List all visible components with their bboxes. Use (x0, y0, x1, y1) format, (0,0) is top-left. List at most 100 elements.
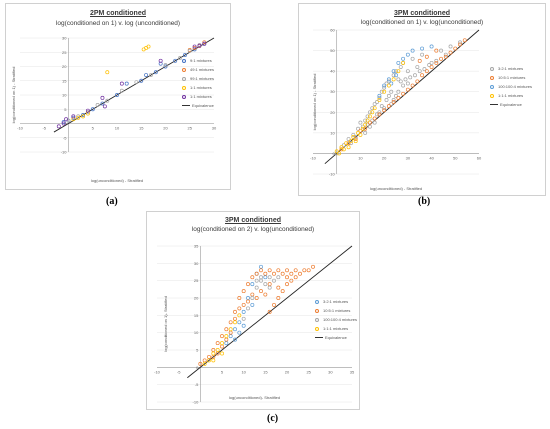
data-point (372, 120, 377, 125)
y-tick-label: 20 (62, 64, 67, 69)
chart-c-title: 3PM conditioned (225, 217, 281, 224)
panel-label-a: (a) (106, 196, 118, 207)
data-point (405, 69, 410, 74)
data-point (102, 104, 107, 109)
data-point (105, 98, 110, 103)
data-point (365, 122, 370, 127)
data-point (276, 275, 281, 280)
data-point (81, 114, 86, 119)
data-point (124, 81, 129, 86)
data-point (439, 48, 444, 53)
x-tick-label: -10 (17, 126, 24, 131)
data-point (267, 285, 272, 290)
data-point (401, 60, 406, 65)
legend-marker-icon (315, 308, 319, 313)
data-point (370, 118, 375, 123)
data-point (163, 63, 168, 68)
x-tick-label: 5 (221, 369, 224, 374)
data-point (56, 124, 61, 129)
data-point (375, 112, 379, 117)
x-tick-label: 20 (382, 155, 387, 160)
data-point (448, 44, 453, 49)
data-point (293, 275, 298, 280)
legend-item: 3:2:1 mixtures (315, 297, 357, 306)
y-tick-label: 15 (62, 78, 67, 83)
data-point (306, 268, 311, 273)
data-point (337, 151, 342, 156)
legend-item: 10:5:1 mixtures (490, 73, 532, 82)
data-point (434, 58, 439, 63)
data-point (401, 91, 406, 96)
y-tick-label: 30 (330, 89, 335, 94)
data-point (259, 275, 263, 280)
y-tick-label: 50 (330, 48, 335, 53)
data-point (391, 73, 396, 78)
data-point (207, 358, 211, 363)
y-tick-label: 20 (330, 110, 335, 115)
y-tick-label: 35 (194, 244, 199, 249)
data-point (410, 83, 415, 88)
data-point (146, 44, 151, 49)
y-axis-label: log(conditioned on 1)- Stratified (163, 296, 168, 352)
data-point (254, 271, 259, 276)
x-axis-label: log(unconditioned)- Stratified (229, 395, 280, 400)
data-point (237, 296, 242, 300)
data-point (64, 117, 69, 122)
data-point (367, 114, 372, 119)
data-point (375, 100, 379, 104)
y-tick-label: 20 (194, 296, 199, 301)
data-point (396, 77, 401, 82)
data-point (351, 132, 356, 137)
y-axis-label: log(conditioned on 1) - Stratified (11, 67, 16, 124)
data-point (443, 54, 448, 59)
y-tick-label: 60 (330, 28, 335, 33)
panel-label-c: (c) (267, 413, 279, 424)
data-point (334, 149, 339, 154)
data-point (363, 118, 368, 123)
chart-b-title: 3PM conditioned (394, 10, 450, 17)
data-point (367, 120, 372, 125)
data-point (153, 70, 158, 75)
chart-a-title: 2PM conditioned (90, 10, 146, 17)
data-point (379, 104, 384, 109)
legend-label: 1:1 mixtures (190, 94, 212, 99)
panel-label-b: (b) (418, 196, 431, 207)
legend-marker-icon (182, 67, 186, 72)
data-point (302, 268, 307, 273)
data-point (386, 93, 391, 98)
data-point (241, 316, 246, 321)
legend-marker-icon (315, 299, 319, 304)
y-tick-label: 30 (194, 261, 199, 266)
chart-a-subtitle: log(conditioned on 1) v. log (unconditio… (55, 20, 181, 27)
legend-label: Equivalence (500, 102, 522, 107)
data-point (254, 278, 259, 283)
chart-panel-b: 3PM conditioned log(conditioned on 1) v.… (298, 3, 546, 196)
data-point (396, 95, 401, 100)
data-point (377, 93, 382, 98)
data-point (420, 46, 425, 51)
data-point (192, 46, 197, 50)
y-tick-label: 25 (194, 278, 199, 283)
y-tick-label: 0 (196, 365, 199, 370)
data-point (250, 282, 255, 287)
data-point (339, 145, 344, 150)
data-point (367, 124, 372, 129)
legend-marker-icon (182, 76, 186, 81)
legend-label: 100:100:4 mixtures (323, 317, 358, 322)
data-point (85, 110, 90, 115)
data-point (356, 126, 361, 131)
data-point (259, 264, 263, 269)
data-point (453, 46, 458, 51)
data-point (377, 110, 382, 115)
data-point (254, 285, 259, 290)
data-point (71, 114, 76, 119)
legend-label: 3:2:1 mixtures (323, 299, 349, 304)
legend-label: 10:5:1 mixtures (323, 308, 351, 313)
data-point (144, 73, 149, 78)
data-point (202, 40, 207, 45)
data-point (280, 289, 285, 294)
data-point (391, 97, 396, 102)
y-tick-label: 40 (330, 69, 335, 74)
x-tick-label: 30 (212, 126, 217, 131)
legend-label: 3:2:1 mixtures (498, 66, 524, 71)
